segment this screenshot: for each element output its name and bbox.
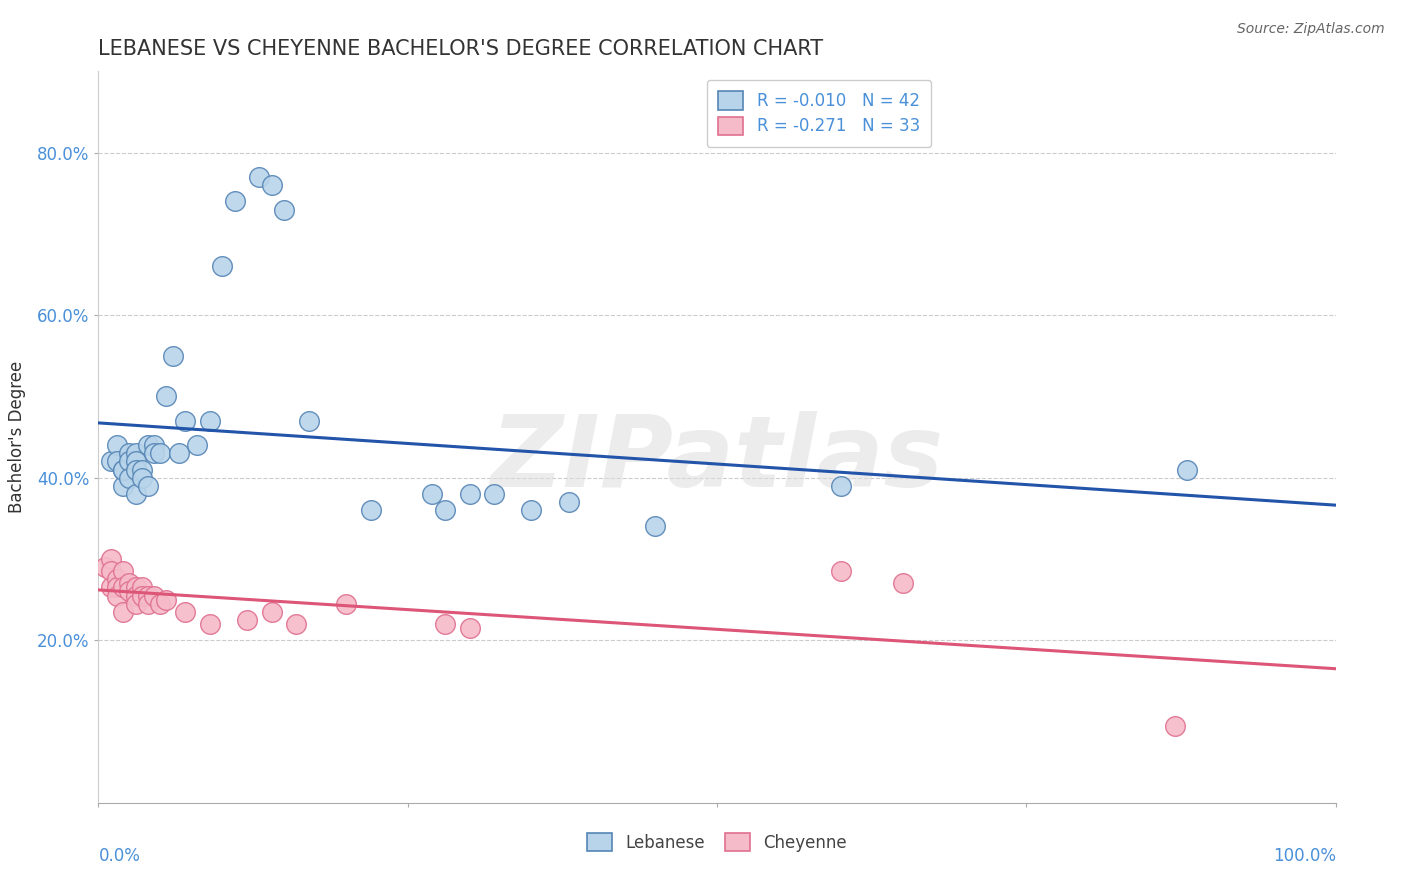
Point [143, 589, 166, 603]
Point [124, 462, 146, 476]
Point [335, 597, 357, 611]
Point [1175, 462, 1198, 476]
Point [105, 581, 128, 595]
Text: 100.0%: 100.0% [1272, 847, 1336, 864]
Point [155, 592, 177, 607]
Point [100, 552, 122, 566]
Point [891, 576, 914, 591]
Point [112, 462, 135, 476]
Point [118, 584, 141, 599]
Point [174, 414, 197, 428]
Point [143, 438, 166, 452]
Point [112, 462, 135, 476]
Point [124, 446, 146, 460]
Point [143, 446, 166, 460]
Point [131, 462, 153, 476]
Point [118, 446, 141, 460]
Point [247, 169, 270, 184]
Point [484, 487, 506, 501]
Point [644, 519, 666, 533]
Point [198, 617, 221, 632]
Point [433, 503, 456, 517]
Point [105, 438, 128, 452]
Point [100, 454, 122, 468]
Point [224, 194, 246, 209]
Point [830, 479, 852, 493]
Point [174, 605, 197, 619]
Point [124, 454, 146, 468]
Point [105, 589, 128, 603]
Point [260, 178, 283, 193]
Point [458, 487, 481, 501]
Point [830, 564, 852, 578]
Point [167, 446, 190, 460]
Point [124, 581, 146, 595]
Point [112, 605, 135, 619]
Point [131, 471, 153, 485]
Point [136, 438, 159, 452]
Point [112, 479, 135, 493]
Point [211, 260, 233, 274]
Point [285, 617, 308, 632]
Point [149, 446, 172, 460]
Point [198, 414, 221, 428]
Point [118, 454, 141, 468]
Point [136, 589, 159, 603]
Point [422, 487, 444, 501]
Text: ZIPatlas: ZIPatlas [491, 410, 943, 508]
Point [100, 581, 122, 595]
Point [118, 471, 141, 485]
Point [131, 589, 153, 603]
Point [520, 503, 543, 517]
Text: LEBANESE VS CHEYENNE BACHELOR'S DEGREE CORRELATION CHART: LEBANESE VS CHEYENNE BACHELOR'S DEGREE C… [98, 38, 824, 59]
Point [112, 581, 135, 595]
Point [433, 617, 456, 632]
Text: Source: ZipAtlas.com: Source: ZipAtlas.com [1237, 22, 1385, 37]
Point [149, 597, 172, 611]
Text: 0.0%: 0.0% [98, 847, 141, 864]
Point [118, 576, 141, 591]
Point [298, 414, 321, 428]
Point [124, 589, 146, 603]
Point [136, 597, 159, 611]
Point [236, 613, 259, 627]
Point [155, 389, 177, 403]
Point [136, 479, 159, 493]
Point [93, 560, 115, 574]
Point [112, 564, 135, 578]
Point [458, 621, 481, 635]
Point [557, 495, 579, 509]
Point [105, 454, 128, 468]
Point [105, 572, 128, 586]
Point [273, 202, 295, 217]
Point [162, 349, 184, 363]
Point [1164, 718, 1187, 732]
Point [131, 581, 153, 595]
Point [260, 605, 283, 619]
Legend: Lebanese, Cheyenne: Lebanese, Cheyenne [579, 825, 855, 860]
Y-axis label: Bachelor's Degree: Bachelor's Degree [8, 361, 25, 513]
Point [186, 438, 208, 452]
Point [100, 564, 122, 578]
Point [124, 597, 146, 611]
Point [360, 503, 382, 517]
Point [124, 487, 146, 501]
